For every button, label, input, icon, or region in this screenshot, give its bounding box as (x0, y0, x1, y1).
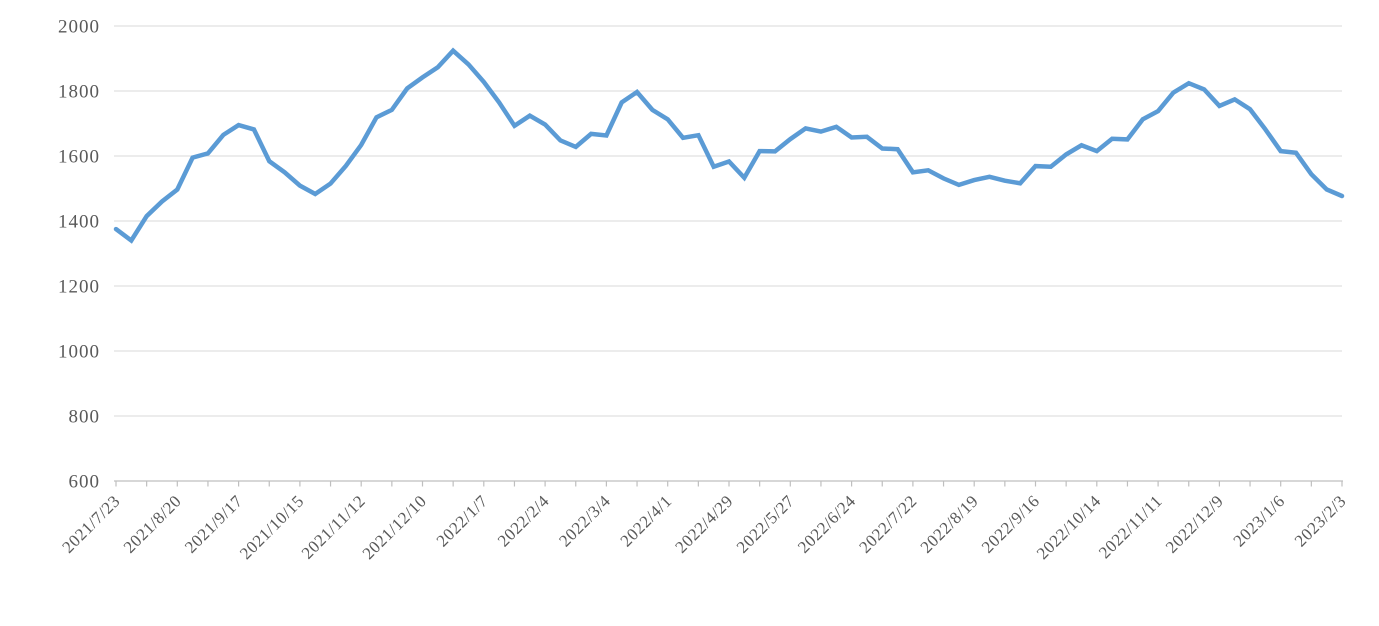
x-tick-label: 2021/10/15 (236, 491, 308, 563)
x-tick-label: 2023/1/6 (1230, 491, 1289, 550)
y-tick-label: 1400 (58, 212, 100, 233)
x-tick-label: 2022/4/1 (617, 491, 676, 550)
x-tick-label: 2022/9/16 (978, 491, 1043, 556)
gridlines (114, 25, 1342, 417)
x-tick-label: 2022/4/29 (671, 491, 736, 556)
y-tick-label: 2000 (58, 17, 100, 38)
x-tick-label: 2023/2/3 (1291, 491, 1350, 550)
x-tick-label: 2022/2/4 (494, 491, 553, 550)
x-axis-labels: 2021/7/232021/8/202021/9/172021/10/15202… (58, 491, 1349, 563)
y-tick-label: 600 (69, 472, 101, 493)
x-tick-label: 2022/5/27 (733, 491, 798, 556)
x-tick-label: 2022/7/22 (855, 491, 920, 556)
x-tick-label: 2022/1/7 (433, 491, 492, 550)
x-tick-label: 2021/7/23 (58, 491, 123, 556)
y-tick-label: 1200 (58, 277, 100, 298)
x-tick-label: 2021/9/17 (181, 491, 246, 556)
x-tick-label: 2021/8/20 (120, 491, 185, 556)
x-tick-label: 2022/12/9 (1162, 491, 1227, 556)
y-tick-label: 1800 (58, 82, 100, 103)
x-tick-label: 2022/3/4 (555, 491, 614, 550)
y-tick-label: 1000 (58, 342, 100, 363)
data-series-line (113, 47, 1345, 244)
x-tick-label: 2022/6/24 (794, 491, 859, 556)
x-tick-label: 2022/11/11 (1095, 491, 1166, 562)
y-tick-label: 1600 (58, 147, 100, 168)
x-tick-label: 2022/8/19 (917, 491, 982, 556)
x-axis (114, 480, 1343, 487)
y-axis-labels: 600 800 1000 1200 1400 1600 1800 2000 (58, 17, 101, 493)
x-tick-label: 2021/12/10 (359, 491, 431, 563)
y-tick-label: 800 (69, 407, 101, 428)
x-tick-label: 2021/11/12 (298, 491, 369, 562)
x-tick-label: 2022/10/14 (1033, 491, 1105, 563)
